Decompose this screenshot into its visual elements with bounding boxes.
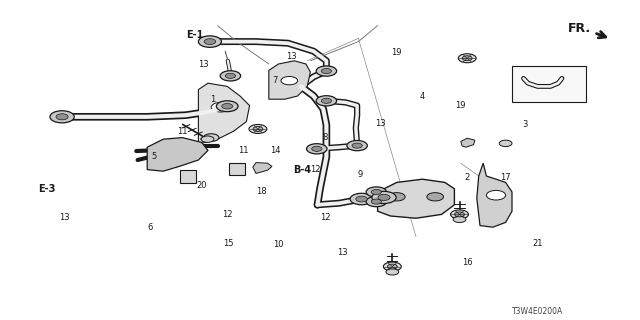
Circle shape xyxy=(216,101,238,112)
Text: 10: 10 xyxy=(273,240,284,249)
Text: 19: 19 xyxy=(392,48,402,57)
Text: 13: 13 xyxy=(337,248,348,257)
Circle shape xyxy=(321,98,332,103)
Circle shape xyxy=(204,39,216,44)
Circle shape xyxy=(321,68,332,74)
Text: 13: 13 xyxy=(198,60,209,68)
Circle shape xyxy=(372,191,396,204)
Text: 12: 12 xyxy=(320,213,330,222)
Circle shape xyxy=(281,76,298,85)
Text: 21: 21 xyxy=(532,239,543,248)
Text: 2: 2 xyxy=(465,173,470,182)
Text: 4: 4 xyxy=(420,92,425,100)
Polygon shape xyxy=(253,163,272,173)
Circle shape xyxy=(386,269,399,275)
Polygon shape xyxy=(378,179,454,218)
Polygon shape xyxy=(461,138,475,147)
Text: 13: 13 xyxy=(286,52,296,60)
Text: 12: 12 xyxy=(222,210,232,219)
Text: 6: 6 xyxy=(148,223,153,232)
Text: 13: 13 xyxy=(376,119,386,128)
Circle shape xyxy=(366,196,387,207)
Circle shape xyxy=(366,187,387,197)
Text: E-1: E-1 xyxy=(186,29,204,40)
Circle shape xyxy=(458,54,476,63)
Text: 20: 20 xyxy=(196,181,207,190)
Circle shape xyxy=(383,262,401,271)
Bar xyxy=(180,170,196,183)
Text: 11: 11 xyxy=(177,127,188,136)
Text: B-4: B-4 xyxy=(293,164,311,175)
Circle shape xyxy=(201,136,214,142)
Text: 14: 14 xyxy=(270,146,280,155)
Text: 1: 1 xyxy=(211,95,216,104)
Circle shape xyxy=(249,124,267,133)
Text: 8: 8 xyxy=(323,133,328,142)
Circle shape xyxy=(371,199,381,204)
Text: 18: 18 xyxy=(256,188,266,196)
Circle shape xyxy=(453,216,466,223)
Circle shape xyxy=(211,102,230,112)
Circle shape xyxy=(307,144,327,154)
Text: 11: 11 xyxy=(238,146,248,155)
Circle shape xyxy=(316,96,337,106)
Text: 13: 13 xyxy=(59,213,69,222)
Circle shape xyxy=(347,140,367,151)
Circle shape xyxy=(198,36,221,47)
Text: FR.: FR. xyxy=(568,22,591,35)
Polygon shape xyxy=(198,83,250,144)
Text: 12: 12 xyxy=(310,165,320,174)
Circle shape xyxy=(388,193,405,201)
Circle shape xyxy=(50,111,74,123)
Circle shape xyxy=(222,104,233,109)
Text: 3: 3 xyxy=(522,120,527,129)
Text: T3W4E0200A: T3W4E0200A xyxy=(512,307,563,316)
Circle shape xyxy=(312,146,322,151)
Bar xyxy=(229,163,245,175)
Text: 15: 15 xyxy=(223,239,234,248)
Circle shape xyxy=(350,193,373,205)
Polygon shape xyxy=(477,163,512,227)
Text: 17: 17 xyxy=(500,173,511,182)
Text: 5: 5 xyxy=(151,152,156,161)
Text: 9: 9 xyxy=(357,170,362,179)
Circle shape xyxy=(253,126,263,132)
Circle shape xyxy=(352,143,362,148)
Circle shape xyxy=(499,140,512,147)
Circle shape xyxy=(451,210,468,219)
Circle shape xyxy=(486,190,506,200)
Bar xyxy=(512,66,586,102)
Text: E-3: E-3 xyxy=(38,184,56,194)
Circle shape xyxy=(462,56,472,61)
Text: 16: 16 xyxy=(462,258,472,267)
Polygon shape xyxy=(147,138,208,171)
Circle shape xyxy=(225,73,236,78)
Circle shape xyxy=(427,193,444,201)
Text: 19: 19 xyxy=(456,101,466,110)
Text: 7: 7 xyxy=(273,76,278,84)
Circle shape xyxy=(56,114,68,120)
Circle shape xyxy=(371,189,381,195)
Circle shape xyxy=(356,196,367,202)
Circle shape xyxy=(387,264,397,269)
Circle shape xyxy=(204,134,219,141)
Polygon shape xyxy=(269,61,310,99)
Circle shape xyxy=(316,66,337,76)
Circle shape xyxy=(378,195,390,200)
Circle shape xyxy=(220,71,241,81)
Circle shape xyxy=(454,212,465,217)
